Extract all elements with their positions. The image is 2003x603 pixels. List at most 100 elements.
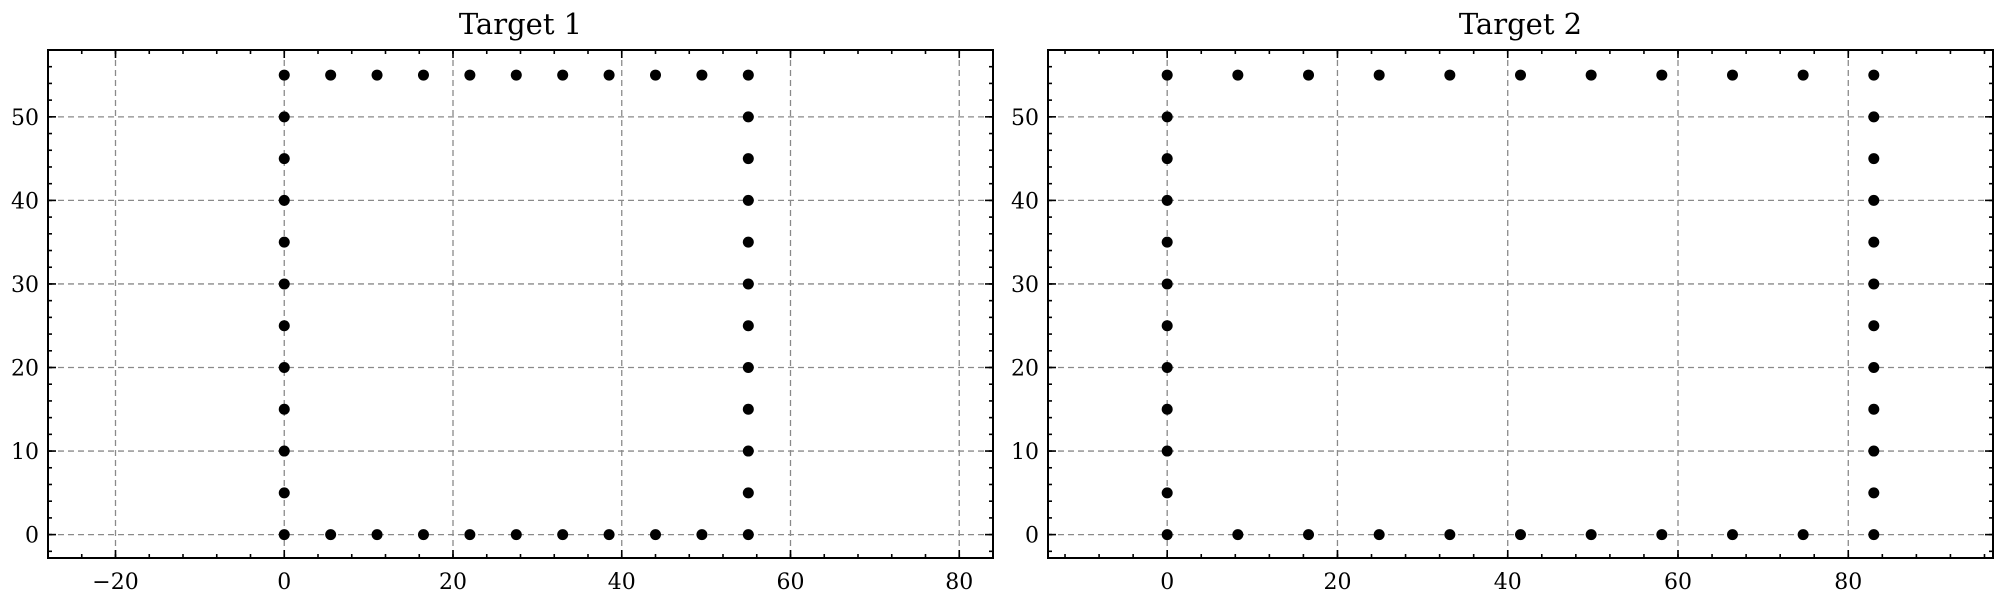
panel-target-1: −20 0 20 40 60 80 0 10 20 30 40 50 Target 1 <box>11 7 994 595</box>
x-tick-label: 40 <box>1494 570 1522 595</box>
data-point <box>1585 69 1597 81</box>
data-point <box>1868 111 1880 123</box>
data-point <box>1373 529 1385 541</box>
y-tick-label: 50 <box>11 106 39 131</box>
data-point <box>278 403 290 415</box>
axis-ticks <box>1048 49 1993 558</box>
data-point <box>1868 403 1880 415</box>
data-point <box>742 529 754 541</box>
y-tick-label: 20 <box>11 357 39 382</box>
grid <box>48 50 993 558</box>
data-point <box>371 529 383 541</box>
data-point <box>603 69 615 81</box>
data-point <box>464 529 476 541</box>
data-point <box>1161 403 1173 415</box>
y-tick-label: 30 <box>11 273 39 298</box>
data-point <box>1303 529 1315 541</box>
data-point <box>510 69 522 81</box>
data-point <box>742 320 754 332</box>
data-point <box>1161 320 1173 332</box>
data-point <box>278 445 290 457</box>
x-tick-label: 20 <box>1323 570 1351 595</box>
data-point <box>557 69 569 81</box>
x-tick-label: 60 <box>777 570 805 595</box>
data-point <box>1161 487 1173 499</box>
grid <box>1048 50 1993 558</box>
chart-title: Target 2 <box>1459 7 1582 41</box>
x-tick-label: 20 <box>439 570 467 595</box>
data-point <box>278 362 290 373</box>
x-tick-label: 60 <box>1664 570 1692 595</box>
y-tick-label: 0 <box>1025 524 1039 549</box>
y-tick-label: 30 <box>1011 273 1039 298</box>
axis-ticks <box>47 49 994 558</box>
data-point <box>1868 69 1880 81</box>
data-point <box>1303 69 1315 81</box>
data-point <box>417 69 429 81</box>
data-point <box>603 529 615 541</box>
data-point <box>1868 487 1880 499</box>
plot-frame <box>47 49 994 559</box>
data-point <box>742 403 754 415</box>
x-tick-label: 0 <box>1160 570 1174 595</box>
data-point <box>742 111 754 123</box>
data-point <box>1232 69 1244 81</box>
data-point <box>278 153 290 165</box>
data-point <box>696 529 708 541</box>
data-point <box>417 529 429 541</box>
data-point <box>1161 278 1173 290</box>
data-point <box>371 69 383 81</box>
data-point <box>1797 69 1809 81</box>
x-tick-label: 80 <box>1834 570 1862 595</box>
data-point <box>1444 69 1456 81</box>
data-point <box>1161 153 1173 165</box>
data-point <box>1797 529 1809 541</box>
data-point <box>278 487 290 499</box>
y-tick-label: 20 <box>1011 357 1039 382</box>
data-point <box>1161 445 1173 457</box>
data-point <box>1373 69 1385 81</box>
data-point <box>1868 236 1880 248</box>
data-point <box>1232 529 1244 541</box>
data-point <box>650 529 661 541</box>
data-point <box>278 320 290 332</box>
y-tick-label: 0 <box>25 524 39 549</box>
data-point <box>1868 445 1880 457</box>
data-point <box>742 445 754 457</box>
data-point <box>1726 529 1738 541</box>
panel-target-2: 0 20 40 60 80 0 10 20 30 40 50 Target 2 <box>1011 7 1994 595</box>
data-point <box>1868 278 1880 290</box>
x-tick-label: −20 <box>92 570 138 595</box>
data-point <box>1868 153 1880 165</box>
data-point <box>278 111 290 123</box>
data-points <box>1161 69 1880 541</box>
data-point <box>650 69 661 81</box>
data-point <box>1868 529 1880 541</box>
data-point <box>1161 529 1173 541</box>
data-points <box>278 69 754 541</box>
data-point <box>1868 194 1880 206</box>
data-point <box>557 529 569 541</box>
data-point <box>1585 529 1597 541</box>
data-point <box>1515 529 1526 541</box>
data-point <box>742 362 754 373</box>
x-tick-label: 40 <box>608 570 636 595</box>
data-point <box>510 529 522 541</box>
data-point <box>325 529 337 541</box>
data-point <box>1161 362 1173 373</box>
data-point <box>1656 69 1668 81</box>
plot-frame <box>1047 49 1994 559</box>
data-point <box>1161 69 1173 81</box>
x-tick-label: 0 <box>277 570 291 595</box>
data-point <box>1726 69 1738 81</box>
y-tick-label: 40 <box>1011 189 1039 214</box>
data-point <box>1161 236 1173 248</box>
y-tick-label: 40 <box>11 189 39 214</box>
data-point <box>742 69 754 81</box>
y-tick-label: 50 <box>1011 106 1039 131</box>
data-point <box>1656 529 1668 541</box>
data-point <box>742 278 754 290</box>
data-point <box>278 278 290 290</box>
y-tick-label: 10 <box>1011 440 1039 465</box>
